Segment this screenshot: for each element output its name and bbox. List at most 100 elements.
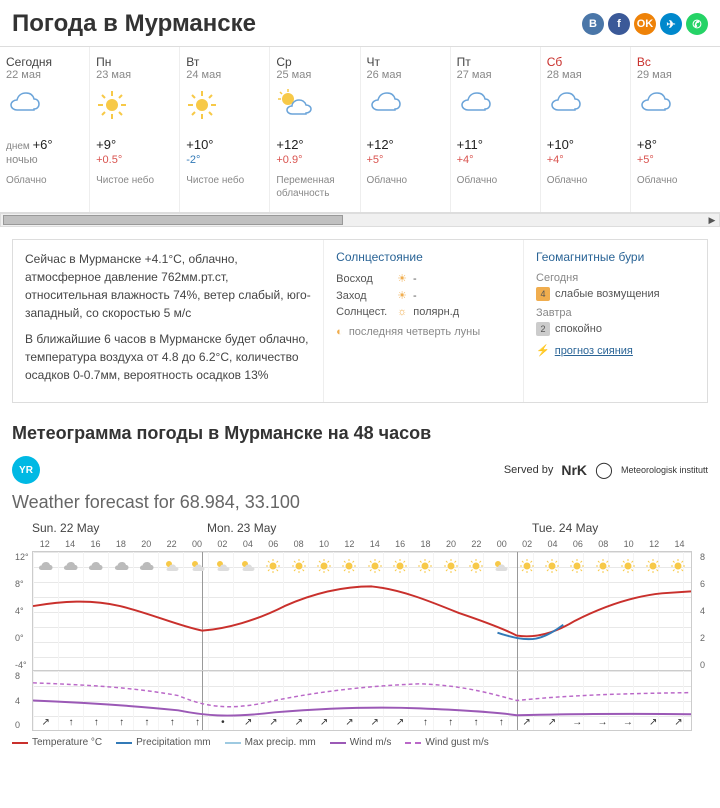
legend-item: Wind gust m/s (405, 737, 488, 748)
current-conditions: Сейчас в Мурманске +4.1°С, облачно, атмо… (13, 240, 324, 402)
wind-chart: 840 ↗↑↑↑↑↑↑•↗↗↗↗↗↗↗↑↑↑↑↗↗→→→↗↗ (32, 671, 692, 731)
wind-arrow-icon: ↗ (261, 717, 286, 728)
wind-arrow-icon: ↗ (641, 717, 666, 728)
share-vk-button[interactable]: B (582, 13, 604, 35)
geo-today-text: слабые возмущения (555, 288, 660, 300)
hour-label: 12 (641, 539, 666, 549)
day-temp-high: +6° (33, 137, 53, 152)
weather-icon (186, 89, 263, 127)
hour-label: 00 (489, 539, 514, 549)
day-label: Ср (276, 55, 353, 69)
day-card[interactable]: Сегодня22 маяднем +6°ночью Облачно (0, 47, 90, 212)
scroll-right-arrow[interactable]: ▶ (705, 213, 719, 227)
wind-arrow-icon: • (210, 717, 235, 728)
chart-legend: Temperature °C Precipitation mm Max precip… (12, 737, 708, 748)
sunrise-value: - (413, 273, 417, 285)
day-temp-low: -2° (186, 154, 263, 166)
chart-day-label: Tue. 24 May (532, 521, 598, 535)
hour-label: 10 (616, 539, 641, 549)
day-card[interactable]: Чт26 мая+12°+5°Облачно (361, 47, 451, 212)
hour-label: 04 (235, 539, 260, 549)
day-temp-low: +0.5° (96, 154, 173, 166)
wind-arrow-icon: ↗ (387, 717, 412, 728)
weather-icon (6, 89, 83, 127)
current-text-2: В ближайшие 6 часов в Мурманске будет об… (25, 330, 311, 384)
day-card[interactable]: Вт24 мая+10°-2°Чистое небо (180, 47, 270, 212)
day-temp-low: ночью (6, 154, 83, 166)
share-ok-button[interactable]: OK (634, 13, 656, 35)
hour-label: 18 (108, 539, 133, 549)
day-card[interactable]: Вс29 мая+8°+5°Облачно (631, 47, 720, 212)
geo-tomorrow-text: спокойно (555, 323, 602, 335)
page-title: Погода в Мурманске (12, 10, 256, 38)
sunrise-label: Восход (336, 273, 391, 285)
current-text-1: Сейчас в Мурманске +4.1°С, облачно, атмо… (25, 250, 311, 322)
hour-label: 16 (387, 539, 412, 549)
scroll-thumb[interactable] (3, 215, 343, 225)
legend-item: Max precip. mm (225, 737, 316, 748)
day-temp-low: +5° (367, 154, 444, 166)
day-temp-low: +4° (457, 154, 534, 166)
hour-label: 00 (184, 539, 209, 549)
chart-day-labels: Sun. 22 MayMon. 23 MayTue. 24 May (32, 521, 692, 537)
wind-arrow-icon: ↑ (58, 717, 83, 728)
wind-arrow-icon: ↗ (666, 717, 691, 728)
wind-yaxis: 840 (15, 671, 20, 730)
hour-label: 06 (565, 539, 590, 549)
hour-label: 02 (210, 539, 235, 549)
day-card[interactable]: Сб28 мая+10°+4°Облачно (541, 47, 631, 212)
day-card[interactable]: Ср25 мая+12°+0.9°Переменная облачность (270, 47, 360, 212)
meteogram: YR Served by NrK ◯ Meteorologisk institu… (0, 456, 720, 760)
nrk-logo: NrK (561, 462, 587, 478)
temp-label: днем (6, 141, 33, 152)
day-label: Пн (96, 55, 173, 69)
geo-today-badge: 4 (536, 287, 550, 301)
yr-logo: YR (12, 456, 40, 484)
wind-arrow-icon: ↑ (489, 717, 514, 728)
geo-title: Геомагнитные бури (536, 250, 695, 264)
day-card[interactable]: Пт27 мая+11°+4°Облачно (451, 47, 541, 212)
wind-arrow-icon: ↗ (514, 717, 539, 728)
day-label: Сб (547, 55, 624, 69)
day-card[interactable]: Пн23 мая+9°+0.5°Чистое небо (90, 47, 180, 212)
wind-arrow-icon: ↗ (286, 717, 311, 728)
hour-label: 04 (540, 539, 565, 549)
chart-day-label: Mon. 23 May (207, 521, 276, 535)
day-date: 25 мая (276, 69, 353, 81)
day-date: 22 мая (6, 69, 83, 81)
weather-icon (367, 89, 444, 127)
served-by: Served by NrK ◯ Meteorologisk institutt (504, 460, 708, 480)
aurora-forecast-link[interactable]: прогноз сияния (555, 345, 633, 357)
met-logo-icon: ◯ (595, 460, 613, 480)
day-description: Чистое небо (96, 174, 173, 187)
day-label: Пт (457, 55, 534, 69)
sunset-label: Заход (336, 290, 391, 302)
hour-label: 12 (32, 539, 57, 549)
day-temp-high: +10° (547, 137, 574, 152)
precip-yaxis: 86420 (700, 552, 705, 670)
hour-label: 20 (134, 539, 159, 549)
day-date: 24 мая (186, 69, 263, 81)
day-temp-high: +9° (96, 137, 116, 152)
legend-item: Temperature °C (12, 737, 102, 748)
wind-arrow-icon: ↗ (311, 717, 336, 728)
meteogram-title: Метеограмма погоды в Мурманске на 48 час… (0, 415, 720, 456)
served-label: Served by (504, 464, 554, 476)
day-temp-high: +10° (186, 137, 213, 152)
horizontal-scrollbar[interactable]: ▶ (0, 213, 720, 227)
wind-arrow-icon: ↑ (134, 717, 159, 728)
legend-item: Precipitation mm (116, 737, 210, 748)
wind-arrow-icon: ↑ (84, 717, 109, 728)
sunset-value: - (413, 290, 417, 302)
day-date: 29 мая (637, 69, 714, 81)
share-tg-button[interactable]: ✈ (660, 13, 682, 35)
temperature-chart: 12°8°4°0°-4° 86420 (32, 551, 692, 671)
wind-direction-arrows: ↗↑↑↑↑↑↑•↗↗↗↗↗↗↗↑↑↑↑↗↗→→→↗↗ (33, 717, 691, 728)
share-fb-button[interactable]: f (608, 13, 630, 35)
hour-label: 20 (438, 539, 463, 549)
info-panel: Сейчас в Мурманске +4.1°С, облачно, атмо… (12, 239, 708, 403)
day-description: Облачно (637, 174, 714, 187)
wind-arrow-icon: ↑ (463, 717, 488, 728)
day-temp-high: +12° (367, 137, 394, 152)
share-wa-button[interactable]: ✆ (686, 13, 708, 35)
